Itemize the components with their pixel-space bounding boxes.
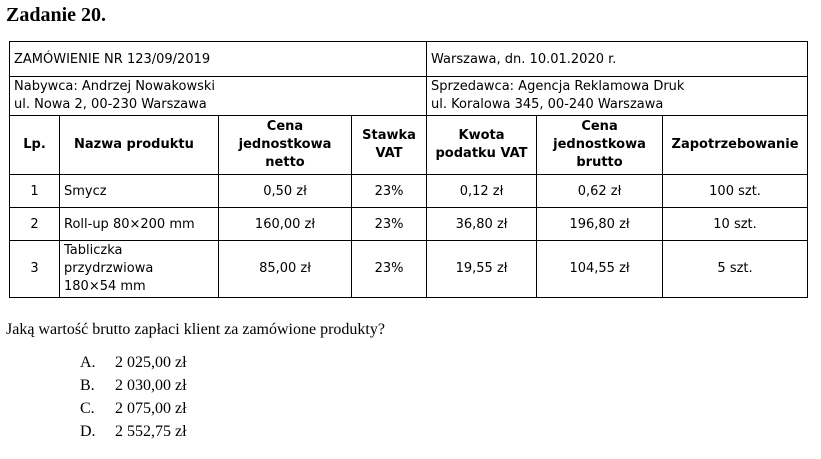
row-product-name-line3: 180×54 mm [64,279,146,294]
seller-name: Sprzedawca: Agencja Reklamowa Druk [431,79,685,94]
buyer-cell: Nabywca: Andrzej Nowakowski ul. Nowa 2, … [8,76,428,116]
answer-option-c[interactable]: C. 2 075,00 zł [80,400,187,423]
table-row: 3 Tabliczka przydrzwiowa 180×54 mm 85,00… [9,240,809,298]
row-net-price: 85,00 zł [218,240,352,298]
row-product-name-line2: przydrzwiowa [64,261,154,276]
row-gross-price: 196,80 zł [536,207,664,241]
col-net-price: Cena jednostkowa netto [218,115,352,175]
col-vat-rate-line1: Stawka [362,128,416,143]
row-quantity: 5 szt. [662,240,809,298]
col-gross-price: Cena jednostkowa brutto [536,115,664,175]
answer-option-b[interactable]: B. 2 030,00 zł [80,377,187,400]
col-net-price-line3: netto [265,155,305,170]
answer-letter: D. [80,423,96,440]
order-number: ZAMÓWIENIE NR 123/09/2019 [8,41,428,77]
table-row: 2 Roll-up 80×200 mm 160,00 zł 23% 36,80 … [9,207,809,241]
answer-letter: B. [80,377,95,394]
row-vat-rate: 23% [350,240,428,298]
row-vat-amount: 19,55 zł [426,240,538,298]
column-header-row: Lp. Nazwa produktu Cena jednostkowa nett… [9,115,809,175]
order-place-date: Warszawa, dn. 10.01.2020 r. [426,41,809,77]
task-title: Zadanie 20. [6,4,107,26]
seller-address: ul. Koralowa 345, 00-240 Warszawa [431,97,664,112]
answer-letter: A. [80,354,96,371]
row-product-name: Smycz [59,174,219,208]
row-net-price: 160,00 zł [218,207,352,241]
row-gross-price: 0,62 zł [536,174,664,208]
row-vat-rate: 23% [350,174,428,208]
row-lp: 1 [9,174,60,208]
row-product-name: Tabliczka przydrzwiowa 180×54 mm [59,240,219,298]
row-product-name-line1: Tabliczka [64,243,123,258]
order-header-row: ZAMÓWIENIE NR 123/09/2019 Warszawa, dn. … [8,41,809,77]
answer-list: A. 2 025,00 zł B. 2 030,00 zł C. 2 075,0… [80,354,187,446]
col-vat-rate: Stawka VAT [350,115,428,175]
parties-row: Nabywca: Andrzej Nowakowski ul. Nowa 2, … [8,76,809,116]
row-lp: 2 [9,207,60,241]
order-table: ZAMÓWIENIE NR 123/09/2019 Warszawa, dn. … [8,41,809,298]
seller-cell: Sprzedawca: Agencja Reklamowa Druk ul. K… [426,76,809,116]
answer-text: 2 030,00 zł [115,377,187,394]
row-quantity: 10 szt. [662,207,809,241]
question-text: Jaką wartość brutto zapłaci klient za za… [6,321,385,338]
row-lp: 3 [9,240,60,298]
row-vat-rate: 23% [350,207,428,241]
col-net-price-line1: Cena [266,119,304,134]
col-vat-amount-line2: podatku VAT [435,146,528,161]
col-net-price-line2: jednostkowa [238,137,332,152]
col-product-name: Nazwa produktu [59,115,219,175]
row-gross-price: 104,55 zł [536,240,664,298]
buyer-address: ul. Nowa 2, 00-230 Warszawa [14,97,207,112]
col-lp: Lp. [9,115,60,175]
answer-text: 2 075,00 zł [115,400,187,417]
answer-letter: C. [80,400,95,417]
col-vat-rate-line2: VAT [375,146,403,161]
row-vat-amount: 36,80 zł [426,207,538,241]
answer-text: 2 552,75 zł [115,423,187,440]
col-vat-amount-line1: Kwota [458,128,505,143]
buyer-name: Nabywca: Andrzej Nowakowski [14,79,216,94]
col-quantity: Zapotrzebowanie [662,115,809,175]
col-gross-price-line2: jednostkowa [553,137,646,152]
row-vat-amount: 0,12 zł [426,174,538,208]
table-row: 1 Smycz 0,50 zł 23% 0,12 zł 0,62 zł 100 … [9,174,809,208]
answer-text: 2 025,00 zł [115,354,187,371]
col-gross-price-line1: Cena [581,119,618,134]
answer-option-d[interactable]: D. 2 552,75 zł [80,423,187,446]
answer-option-a[interactable]: A. 2 025,00 zł [80,354,187,377]
row-quantity: 100 szt. [662,174,809,208]
row-net-price: 0,50 zł [218,174,352,208]
row-product-name: Roll-up 80×200 mm [59,207,219,241]
col-vat-amount: Kwota podatku VAT [426,115,538,175]
col-gross-price-line3: brutto [576,155,623,170]
